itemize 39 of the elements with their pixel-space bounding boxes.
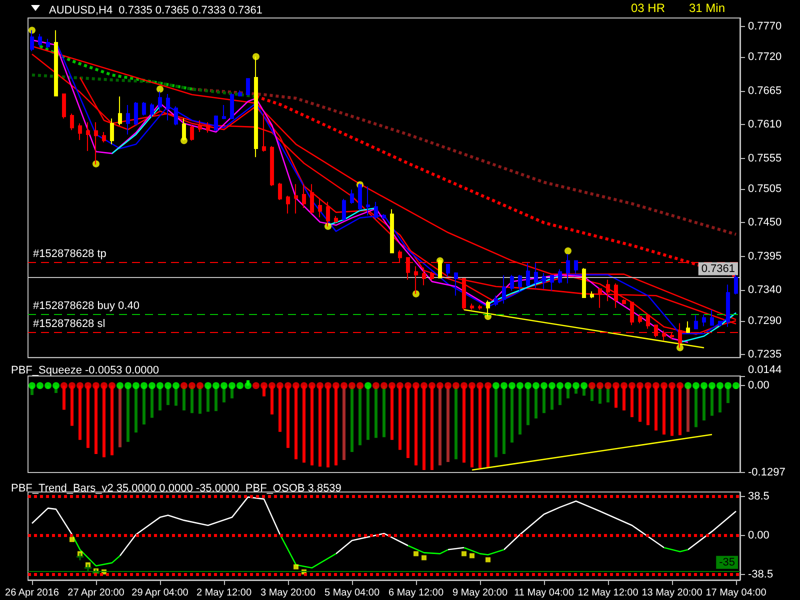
x-tick-label: 29 Apr 04:00 — [132, 588, 189, 598]
x-tick-label: 13 May 20:00 — [642, 588, 703, 598]
ref-line-label: #152878628 sl — [33, 318, 106, 330]
y-tick-label: 0.7290 — [748, 314, 782, 327]
y-tick-label: 0.7395 — [748, 250, 782, 262]
y-tick-label: 0.7555 — [748, 152, 782, 164]
x-tick-label: 9 May 20:00 — [452, 588, 508, 598]
y-tick-label: 0.7610 — [748, 118, 782, 131]
x-tick-label: 27 Apr 20:00 — [68, 588, 125, 598]
y-tick-label: 38.5 — [748, 490, 770, 503]
x-tick-label: 26 Apr 2016 — [5, 588, 60, 598]
y-tick-label: 0.7505 — [748, 183, 782, 196]
x-tick-label: 2 May 12:00 — [196, 588, 252, 598]
x-tick-label: 11 May 04:00 — [514, 588, 574, 598]
text: 03 HR — [630, 1, 666, 15]
y-tick-label: 0.00 — [748, 529, 770, 542]
x-tick-label: 12 May 12:00 — [578, 588, 639, 598]
x-tick-label: 3 May 20:00 — [260, 588, 316, 598]
ref-line-label: 0.7361 — [701, 262, 735, 275]
text: 31 Min — [688, 1, 726, 15]
ref-line-label: #152878628 tp — [33, 248, 106, 260]
chart-title: PBF_Squeeze -0.0053 0.0000 — [11, 364, 160, 376]
x-tick-label: 17 May 04:00 — [706, 588, 767, 598]
x-tick-label: 5 May 04:00 — [324, 588, 380, 598]
ref-line-label: -35 — [719, 556, 735, 568]
y-tick-label: 0.7665 — [748, 84, 782, 97]
y-tick-label: 0.7340 — [748, 284, 782, 296]
chart-title: AUDUSD,H4 0.7335 0.7365 0.7333 0.7361 — [49, 4, 262, 16]
y-tick-label: -0.1297 — [748, 466, 786, 478]
y-tick-label: 0.7720 — [748, 51, 782, 64]
y-tick-label: 0.0144 — [748, 364, 782, 376]
y-tick-label: -38.5 — [748, 568, 774, 580]
y-tick-label: 0.00 — [748, 380, 770, 392]
y-tick-label: 0.7770 — [748, 20, 782, 33]
x-tick-label: 6 May 12:00 — [388, 588, 444, 598]
y-tick-label: 0.7235 — [748, 348, 782, 360]
ref-line-label: #152878628 buy 0.40 — [33, 300, 140, 312]
chart-title: PBF_Trend_Bars_v2 35.0000 0.0000 -35.0000 PBF_OSOB 3.8539 — [11, 482, 342, 494]
y-tick-label: 0.7450 — [748, 216, 782, 229]
